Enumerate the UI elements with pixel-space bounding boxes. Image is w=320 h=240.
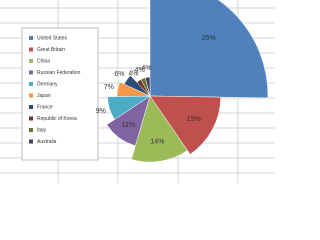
legend-swatch [29,128,33,132]
data-label: 4% [135,67,145,74]
data-label: 9% [96,108,106,115]
data-label: 11% [122,122,136,129]
data-label: 6% [115,71,125,78]
data-label: 14% [150,139,164,146]
legend-swatch [29,116,33,121]
data-label: 7% [104,84,114,91]
legend-label: Germany [37,81,58,87]
legend-swatch [29,139,33,144]
legend-label: Australia [37,139,57,145]
pie-slice [149,95,222,155]
legend-label: Russian Federation [37,70,81,76]
legend-label: Italy [37,127,47,133]
legend-label: Great Britain [37,47,65,53]
data-label: 4% [128,70,138,77]
legend-swatch [29,93,33,98]
legend-label: Republic of Korea [37,116,77,122]
legend-swatch [29,82,33,86]
legend-swatch [29,59,33,63]
pie-slice [149,0,269,99]
legend-swatch [29,36,33,40]
legend-label: France [37,104,53,110]
legend-swatch [29,105,33,109]
pie-slice [144,76,151,97]
legend-label: Japan [37,93,51,99]
pie-slice [107,95,151,120]
legend-box [21,27,99,161]
pie-slice [123,75,151,97]
legend-swatch [29,47,33,52]
data-label: 25% [202,35,216,42]
legend-label: China [37,58,50,64]
data-label: 4% [141,65,151,72]
data-label: 15% [187,116,201,123]
legend-label: United States [37,35,68,41]
legend-swatch [29,70,33,75]
pie-slice [106,95,151,147]
pie-slice [116,81,151,97]
chart: 25%15%14%11%9%7%6% 4%4%4%United StatesGre… [0,0,275,183]
